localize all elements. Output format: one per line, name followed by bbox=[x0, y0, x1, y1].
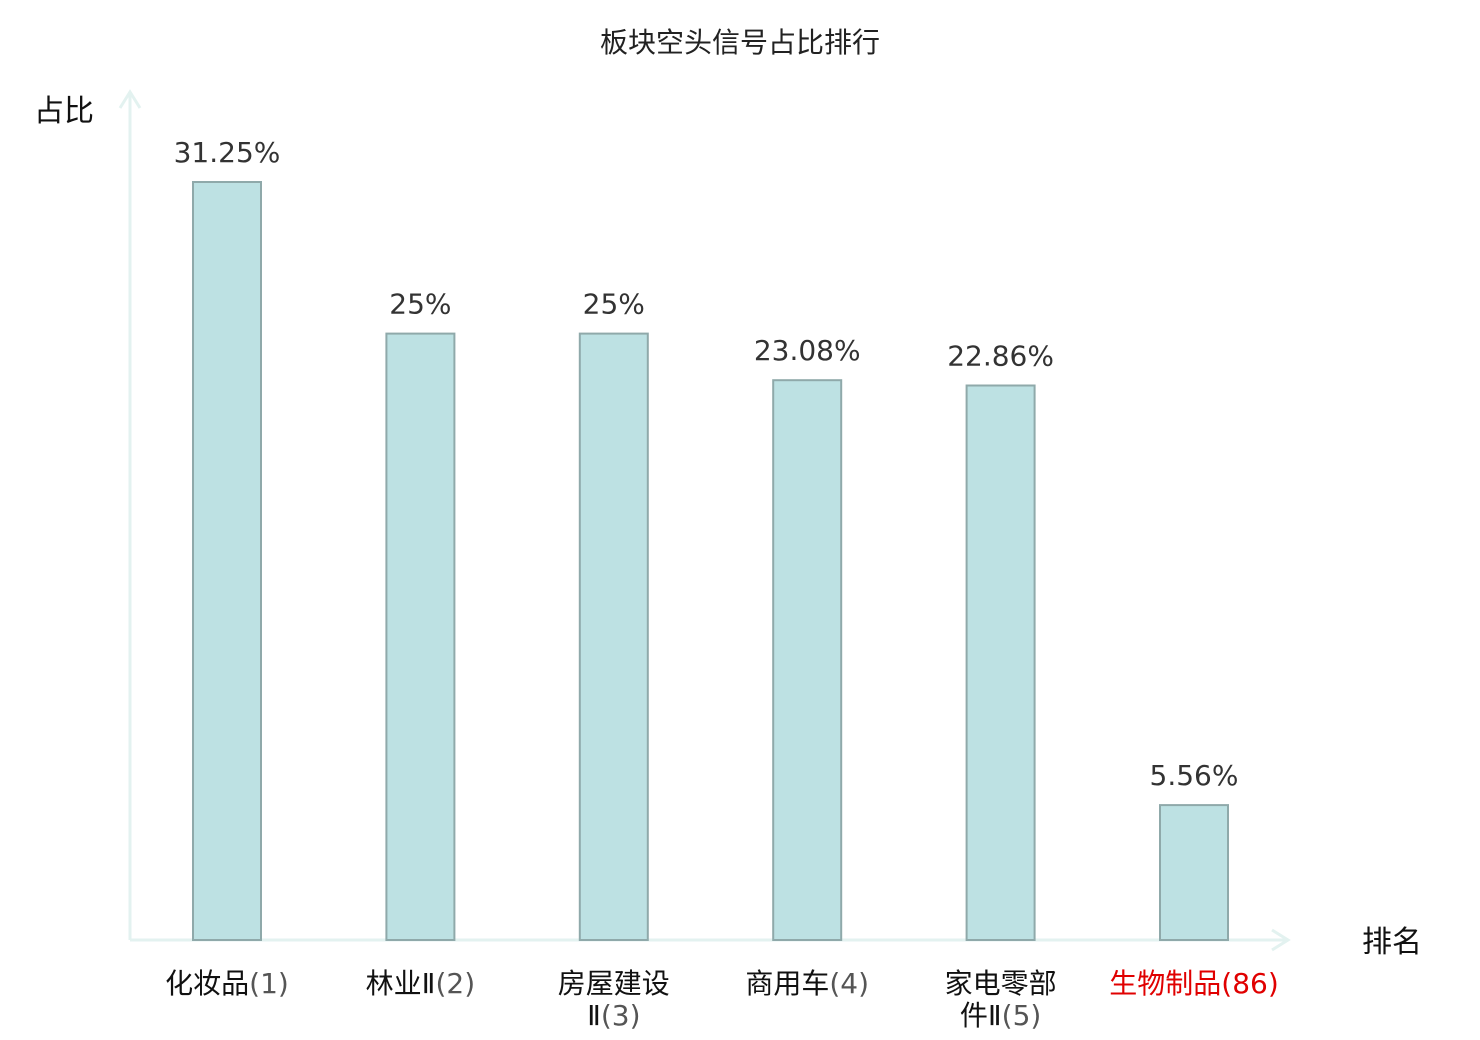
chart-title: 板块空头信号占比排行 bbox=[600, 26, 880, 59]
y-axis-arrow bbox=[118, 89, 142, 109]
x-axis-arrow bbox=[1271, 928, 1291, 952]
axes bbox=[118, 89, 1291, 952]
category-label-4: 商用车(4) bbox=[745, 967, 869, 1000]
value-label-5: 22.86% bbox=[947, 340, 1054, 373]
category-label-3: 房屋建设 Ⅱ(3) bbox=[558, 967, 670, 1032]
bar-2 bbox=[385, 332, 456, 942]
category-label-5: 家电零部件Ⅱ(5) bbox=[945, 967, 1057, 1032]
value-label-3: 25% bbox=[583, 288, 645, 321]
bars-group bbox=[192, 181, 1229, 942]
x-axis-label: 排名 bbox=[1362, 925, 1422, 960]
category-label-1: 化妆品(1) bbox=[165, 967, 289, 1000]
value-label-4: 23.08% bbox=[754, 334, 861, 367]
value-label-6: 5.56% bbox=[1150, 759, 1239, 792]
bar-4 bbox=[772, 379, 843, 941]
bar-6 bbox=[1159, 804, 1229, 941]
y-axis-label: 占比 bbox=[34, 94, 94, 129]
category-labels-group: 化妆品(1) 林业Ⅱ(2) 房屋建设 Ⅱ(3) 商用车(4) 家电零部件Ⅱ(5) 生物制品(… bbox=[165, 967, 1279, 1032]
category-label-2: 林业Ⅱ(2) bbox=[366, 967, 475, 1000]
bar-3 bbox=[578, 332, 649, 942]
value-labels-group: 31.25% 25% 25% 23.08% 22.86% 5.56% bbox=[174, 136, 1239, 792]
category-label-6: 生物制品(86) bbox=[1109, 967, 1279, 1000]
value-label-2: 25% bbox=[389, 288, 451, 321]
value-label-1: 31.25% bbox=[174, 136, 281, 169]
bar-5 bbox=[965, 384, 1036, 941]
bar-1 bbox=[192, 181, 262, 941]
